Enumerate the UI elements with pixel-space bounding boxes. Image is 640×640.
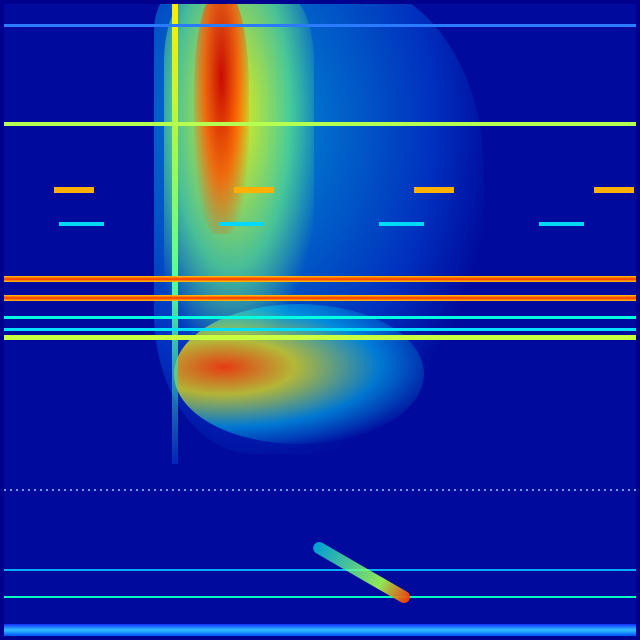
- heatmap-band: [4, 335, 636, 340]
- heatmap-band: [4, 24, 636, 27]
- heatmap-band: [4, 122, 636, 126]
- heatmap-lower-lobe: [174, 304, 424, 444]
- heatmap-band: [4, 489, 636, 491]
- heatmap-canvas: [4, 4, 636, 636]
- heatmap-band: [4, 328, 636, 331]
- heatmap-band: [4, 596, 636, 598]
- heatmap-band: [4, 316, 636, 319]
- heatmap-band: [4, 222, 636, 226]
- heatmap-band: [4, 624, 636, 636]
- heatmap-band: [4, 187, 636, 193]
- heatmap-left-edge-line: [172, 4, 178, 464]
- heatmap-band: [4, 569, 636, 571]
- heatmap-red-core: [194, 4, 249, 234]
- heatmap-band: [4, 276, 636, 282]
- heatmap-band: [4, 295, 636, 301]
